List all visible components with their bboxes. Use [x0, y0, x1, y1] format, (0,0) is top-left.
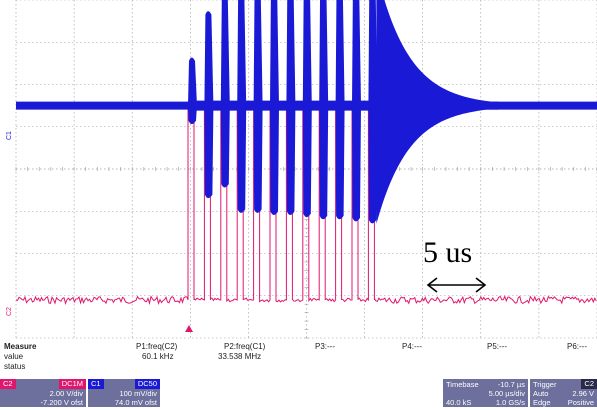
measure-row-label-value: value	[4, 352, 24, 361]
c1-tag: C1	[88, 379, 104, 389]
c1-burst	[368, 0, 378, 224]
measure-param-p6[interactable]: P6:---	[567, 342, 587, 351]
timebase-delay: -10.7 µs	[497, 379, 525, 389]
trigger-panel[interactable]: Trigger C2 Auto 2.96 V Edge Positive	[530, 379, 597, 407]
c2-pulse-train	[15, 102, 597, 306]
c1-baseline-band-right	[470, 101, 597, 110]
measure-value-p2: 33.538 MHz	[218, 352, 262, 361]
timebase-label: Timebase	[446, 379, 479, 389]
c1-ground-marker[interactable]: C1	[6, 131, 13, 140]
timebase-sample-rate: 1.0 GS/s	[495, 398, 525, 407]
c2-vdiv: 2.00 V/div	[49, 389, 83, 398]
c2-tag: C2	[0, 379, 16, 389]
measure-param-p3[interactable]: P3:---	[315, 342, 335, 351]
c1-burst	[286, 0, 296, 215]
c1-trace	[16, 0, 597, 224]
trigger-source-badge: C2	[581, 379, 597, 389]
c1-burst	[319, 0, 329, 220]
measure-header: Measure	[4, 342, 37, 351]
c1-burst	[270, 0, 279, 215]
trigger-position-marker[interactable]	[185, 325, 193, 332]
channel-c1-panel[interactable]: C1 DC50 100 mV/div 74.0 mV ofst	[88, 379, 160, 407]
measure-param-p1[interactable]: P1:freq(C2)	[136, 342, 178, 351]
c1-burst	[204, 11, 214, 199]
c2-coupling-badge: DC1M	[58, 379, 86, 389]
c1-burst	[352, 0, 361, 222]
trigger-slope: Positive	[567, 398, 594, 407]
time-annotation: 5 us	[423, 236, 473, 269]
timebase-panel[interactable]: Timebase -10.7 µs 5.00 µs/div 40.0 kS 1.…	[443, 379, 528, 407]
c1-burst	[302, 0, 312, 218]
channel-c2-panel[interactable]: C2 DC1M 2.00 V/div -7.200 V ofst	[0, 379, 86, 407]
trigger-type: Edge	[533, 398, 551, 407]
c2-offset: -7.200 V ofst	[40, 398, 83, 407]
c1-burst	[188, 57, 197, 125]
c1-burst	[253, 0, 263, 213]
trigger-label: Trigger	[533, 379, 557, 389]
c1-baseline-band-left	[16, 101, 188, 110]
timebase-samples: 40.0 kS	[446, 398, 472, 407]
c1-ringdown	[376, 0, 499, 224]
c1-burst	[335, 0, 345, 220]
timebase-per-div: 5.00 µs/div	[488, 389, 525, 398]
trigger-level: 2.96 V	[572, 389, 594, 398]
measure-param-p2[interactable]: P2:freq(C1)	[224, 342, 266, 351]
measure-value-p1: 60.1 kHz	[142, 352, 174, 361]
c1-vdiv: 100 mV/div	[119, 389, 157, 398]
c2-trace	[15, 102, 597, 306]
c1-burst	[220, 0, 230, 188]
c1-offset: 74.0 mV ofst	[114, 398, 157, 407]
trigger-mode: Auto	[533, 389, 549, 398]
c1-coupling-badge: DC50	[134, 379, 160, 389]
measure-param-p4[interactable]: P4:---	[402, 342, 422, 351]
graticule	[15, 0, 597, 339]
time-span-arrow-icon	[426, 277, 487, 293]
c2-ground-marker[interactable]: C2	[6, 307, 13, 316]
measure-param-p5[interactable]: P5:---	[487, 342, 507, 351]
measure-row-label-status: status	[4, 362, 26, 371]
c1-burst	[237, 0, 247, 213]
